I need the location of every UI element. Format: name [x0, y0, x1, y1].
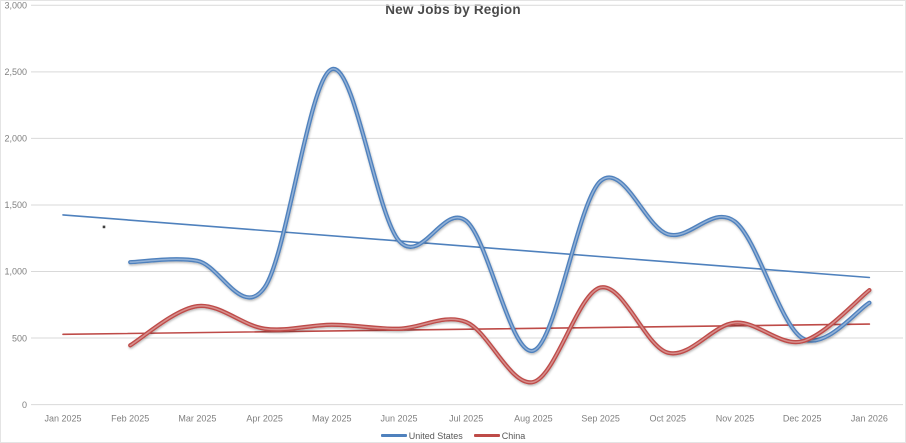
- x-axis-tick-label: Jan 2025: [44, 414, 81, 424]
- legend-swatch-china: [473, 434, 500, 437]
- stray-dot: [102, 225, 106, 229]
- y-axis-tick-label: 3,000: [4, 1, 27, 11]
- gridlines: [31, 4, 903, 406]
- series-line-highlight-united-states: [129, 68, 871, 352]
- x-axis-tick-label: Jul 2025: [449, 414, 483, 424]
- series-lines: [128, 67, 872, 385]
- axis-labels: 0 500 1,000 1,500 2,000 2,500 3,000 Jan 2025 Feb…: [4, 1, 887, 424]
- x-axis-tick-label: Nov 2025: [716, 414, 755, 424]
- annotations: [102, 225, 106, 229]
- x-axis-tick-label: Aug 2025: [514, 414, 553, 424]
- legend-label: United States: [408, 430, 463, 441]
- y-axis-tick-label: 1,500: [4, 200, 27, 210]
- y-axis-tick-label: 500: [12, 333, 27, 343]
- legend-label: China: [501, 430, 526, 441]
- legend: United States China: [1, 429, 905, 442]
- x-axis-tick-label: Feb 2025: [111, 414, 149, 424]
- y-axis-tick-label: 0: [22, 400, 27, 410]
- series-line-highlight-china: [129, 286, 871, 383]
- trendline-china[interactable]: [62, 323, 871, 336]
- x-axis-tick-label: Mar 2025: [178, 414, 216, 424]
- series-line-united-states[interactable]: [128, 67, 872, 353]
- x-axis-tick-label: Oct 2025: [650, 414, 687, 424]
- x-axis-tick-label: Sep 2025: [581, 414, 620, 424]
- legend-swatch-united-states: [380, 434, 407, 437]
- series-line-china[interactable]: [128, 285, 872, 385]
- x-axis-tick-label: Jun 2025: [380, 414, 417, 424]
- y-axis-tick-label: 2,500: [4, 67, 27, 77]
- x-axis-tick-label: Apr 2025: [246, 414, 283, 424]
- trendline-united-states[interactable]: [62, 214, 871, 279]
- x-axis-tick-label: Jan 2026: [851, 414, 888, 424]
- legend-item-china[interactable]: China: [473, 430, 526, 441]
- legend-item-united-states[interactable]: United States: [380, 430, 463, 441]
- x-axis-tick-label: May 2025: [312, 414, 352, 424]
- y-axis-tick-label: 2,000: [4, 134, 27, 144]
- x-axis-tick-label: Dec 2025: [783, 414, 822, 424]
- trendlines: [62, 214, 871, 336]
- y-axis-tick-label: 1,000: [4, 267, 27, 277]
